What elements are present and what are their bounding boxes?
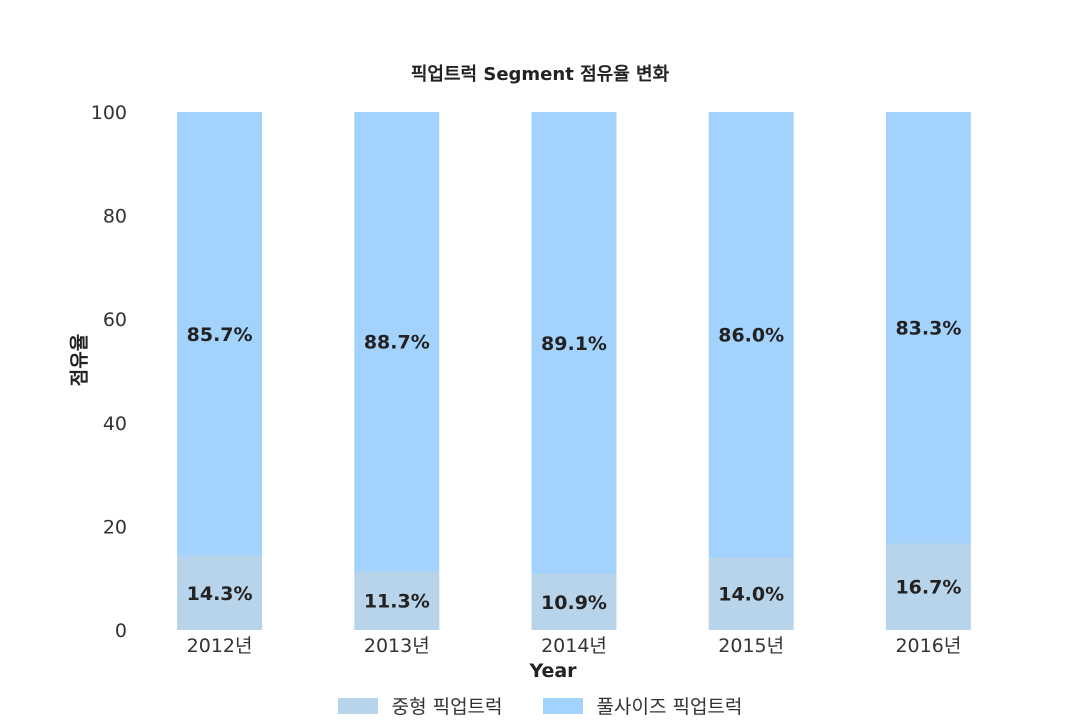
x-tick-label: 2012년 <box>187 635 253 657</box>
data-label: 83.3% <box>895 318 961 340</box>
bar-fullsize <box>531 112 617 574</box>
data-label: 85.7% <box>187 324 253 346</box>
bar-mid <box>354 571 440 630</box>
legend-label-fullsize: 풀사이즈 픽업트럭 <box>596 696 743 718</box>
data-label: 10.9% <box>541 592 607 614</box>
legend-swatch-mid <box>337 697 378 714</box>
y-tick-label: 60 <box>103 309 127 331</box>
chart-title: 픽업트럭 Segment 점유율 변화 <box>410 64 670 85</box>
x-tick-label: 2013년 <box>364 635 430 657</box>
bar-fullsize <box>177 112 263 556</box>
legend-swatch-fullsize <box>542 697 583 714</box>
x-tick-label: 2015년 <box>718 635 784 657</box>
y-tick-label: 100 <box>91 102 127 124</box>
data-label: 14.3% <box>187 583 253 605</box>
y-tick-label: 20 <box>103 516 127 538</box>
bar-mid <box>531 573 617 630</box>
data-label: 16.7% <box>895 577 961 599</box>
legend-label-mid: 중형 픽업트럭 <box>391 696 503 718</box>
legend-item-fullsize: 풀사이즈 픽업트럭 <box>542 692 743 719</box>
bar-fullsize <box>885 112 971 544</box>
x-axis-label: Year <box>529 660 577 682</box>
y-tick-label: 0 <box>115 620 127 642</box>
data-label: 11.3% <box>364 591 430 613</box>
y-tick-label: 80 <box>103 206 127 228</box>
data-label: 89.1% <box>541 333 607 355</box>
data-label: 88.7% <box>364 332 430 354</box>
bar-mid <box>708 557 794 630</box>
bar-mid <box>885 543 971 630</box>
bar-fullsize <box>708 112 794 558</box>
x-tick-label: 2016년 <box>895 635 961 657</box>
legend: 중형 픽업트럭 풀사이즈 픽업트럭 <box>0 692 1080 719</box>
y-tick-label: 40 <box>103 413 127 435</box>
bar-mid <box>177 555 263 630</box>
data-label: 14.0% <box>718 584 784 606</box>
x-tick-label: 2014년 <box>541 635 607 657</box>
bar-fullsize <box>354 112 440 572</box>
data-label: 86.0% <box>718 325 784 347</box>
legend-item-mid: 중형 픽업트럭 <box>337 692 503 719</box>
